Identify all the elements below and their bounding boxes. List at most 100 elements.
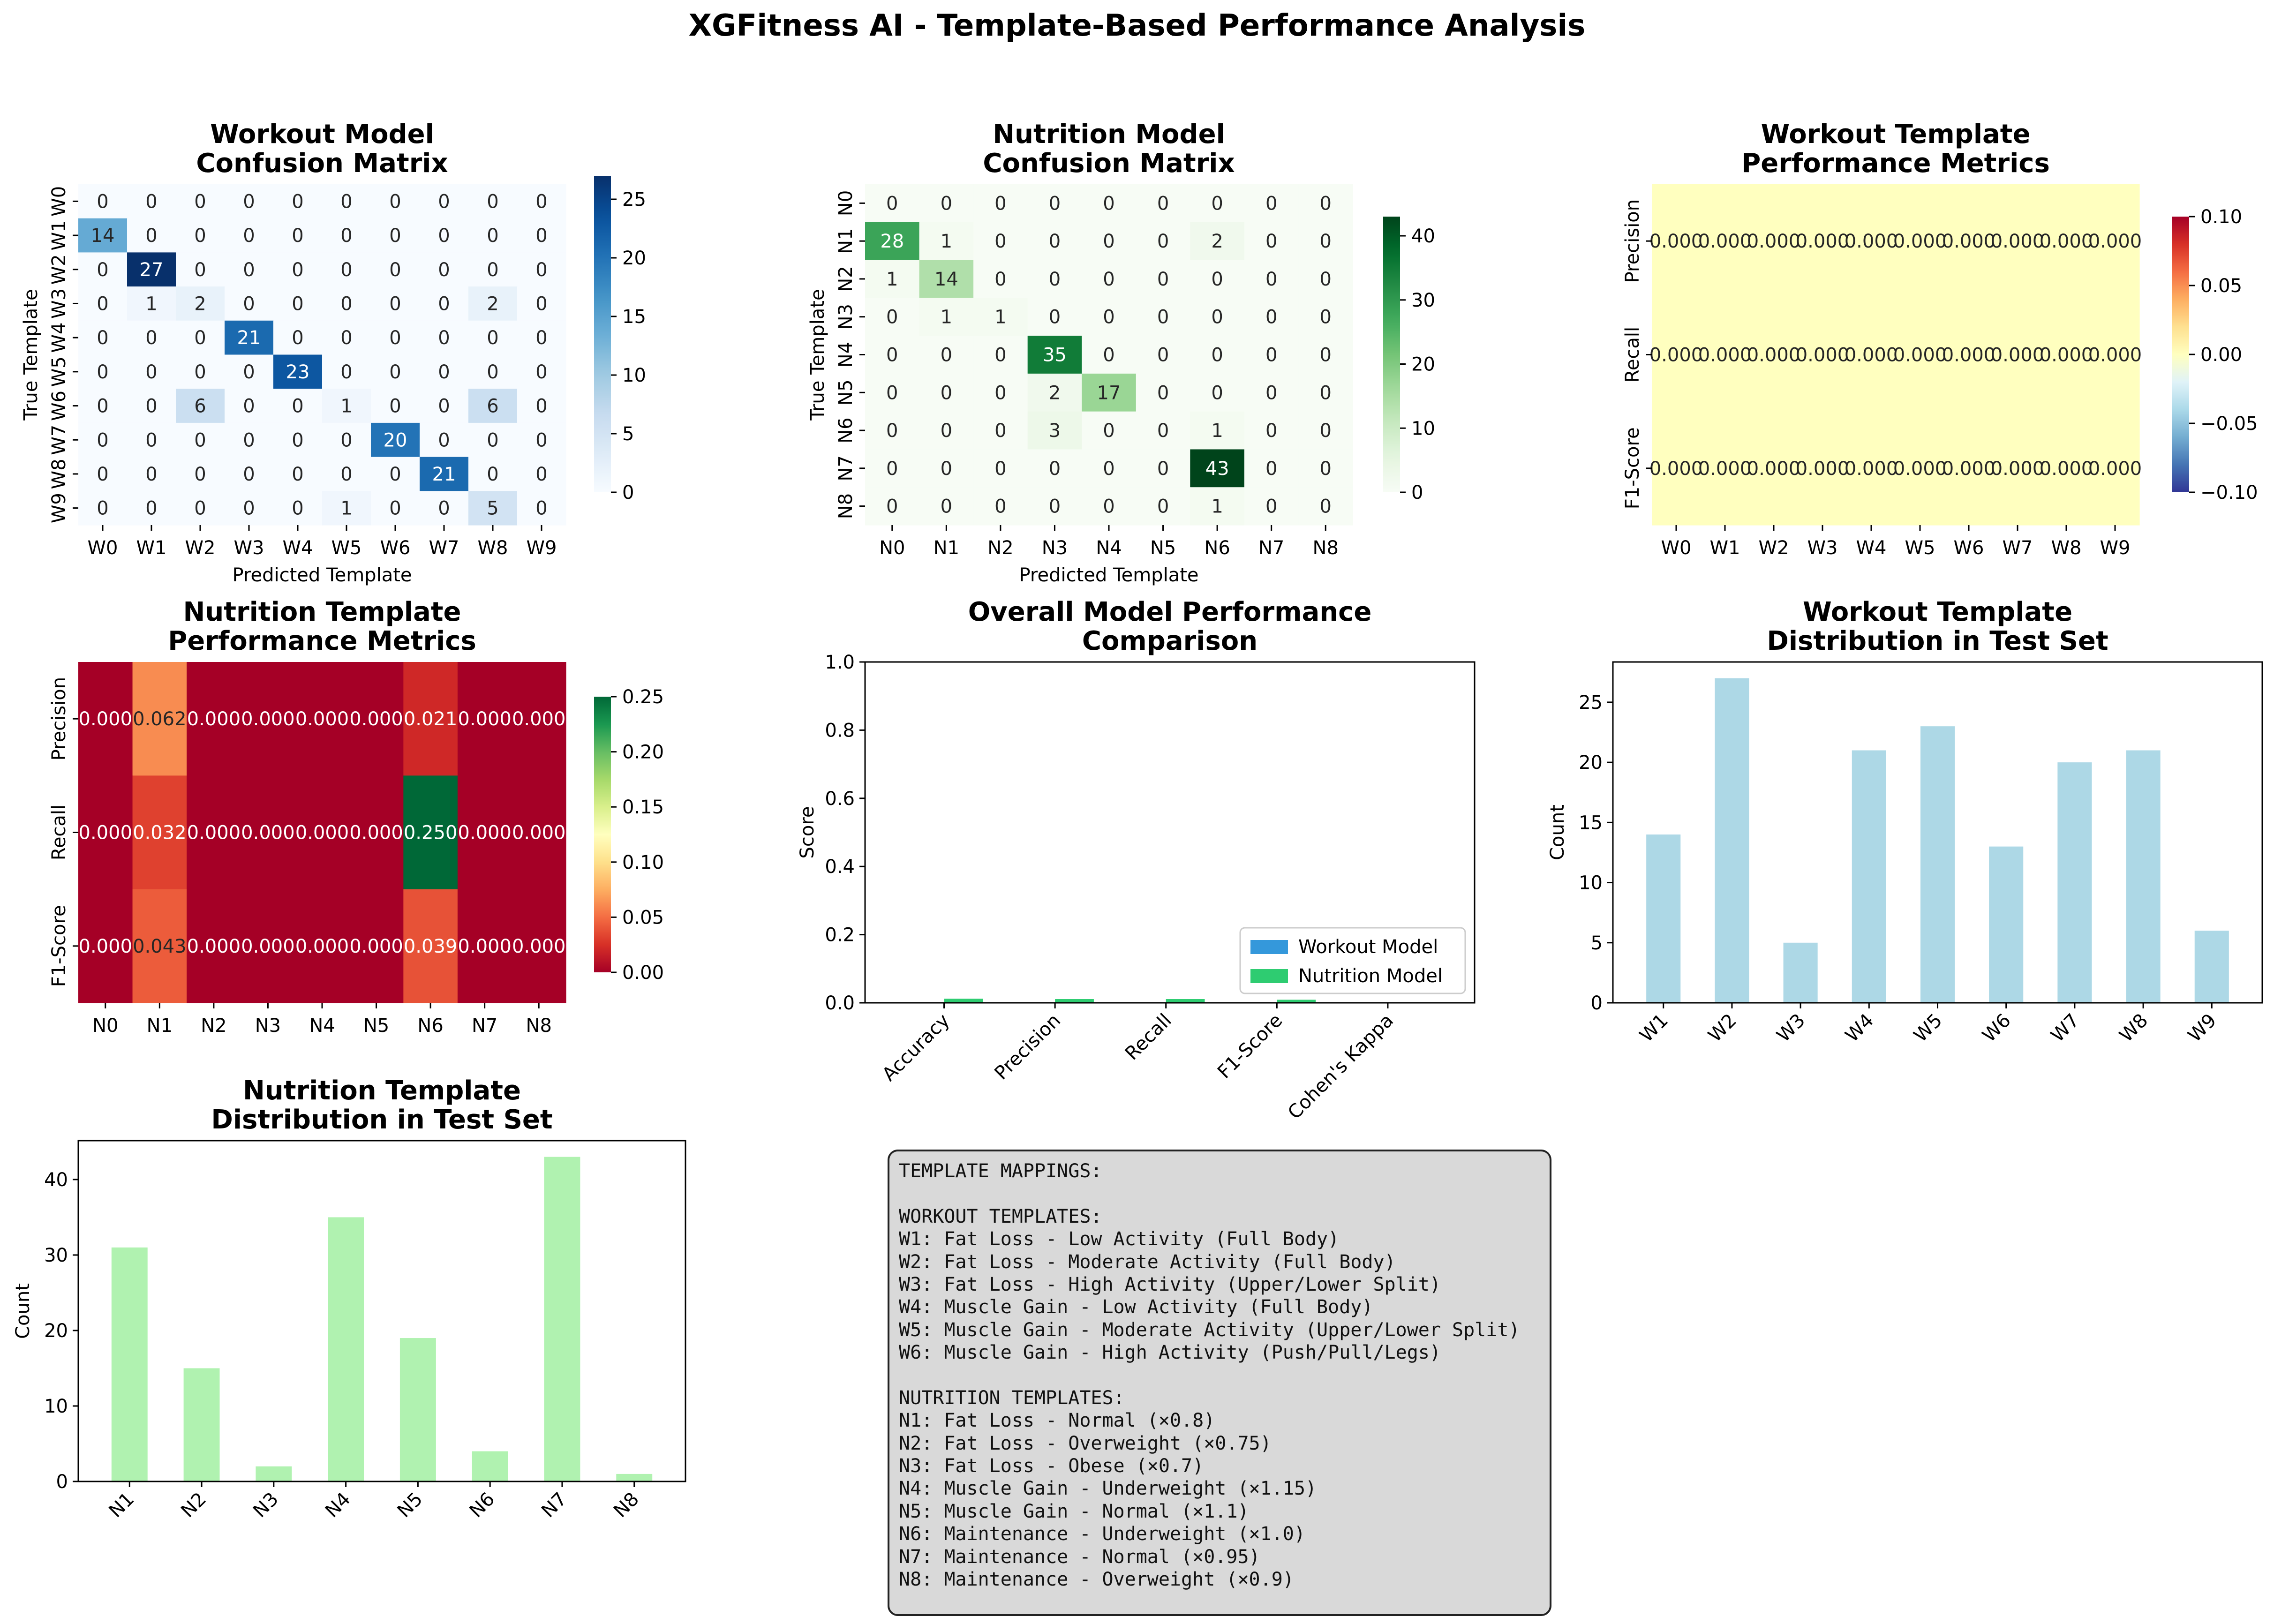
heatmap-cell xyxy=(517,389,566,423)
y-tick-label: W9 xyxy=(48,493,70,523)
colorbar-tick-label: 20 xyxy=(1411,354,1435,376)
mapping-line: TEMPLATE MAPPINGS: xyxy=(899,1160,1102,1182)
heatmap-cell xyxy=(1298,487,1353,526)
cell-annotation: 0 xyxy=(487,429,498,451)
heatmap-cell xyxy=(865,336,920,374)
x-tick-label: W3 xyxy=(234,537,264,559)
y-tick-label: N0 xyxy=(835,190,857,216)
cell-annotation: 0 xyxy=(1103,496,1114,518)
cell-annotation: 0 xyxy=(292,225,303,247)
heatmap-cell xyxy=(349,889,404,1003)
cell-annotation: 0 xyxy=(487,327,498,349)
heatmap-cell xyxy=(187,662,241,776)
mapping-line: N1: Fat Loss - Normal (×0.8) xyxy=(899,1410,1215,1432)
heatmap-cell xyxy=(1749,298,1799,412)
legend-swatch xyxy=(1250,969,1288,983)
mapping-line: W1: Fat Loss - Low Activity (Full Body) xyxy=(899,1228,1340,1250)
mapping-line: W2: Fat Loss - Moderate Activity (Full B… xyxy=(899,1251,1396,1273)
colorbar-tick-label: 15 xyxy=(622,306,646,328)
cell-annotation: 0 xyxy=(535,259,547,281)
cell-annotation: 0 xyxy=(941,193,952,214)
heatmap-cell xyxy=(371,491,420,526)
y-tick-label: W0 xyxy=(48,186,70,217)
heatmap-cell xyxy=(865,260,920,298)
heatmap-cell xyxy=(1027,336,1082,374)
cell-annotation: 0 xyxy=(194,429,206,451)
cell-annotation: 0.000 xyxy=(79,936,133,957)
heatmap-cell xyxy=(176,457,225,491)
cell-annotation: 0 xyxy=(340,464,352,485)
cell-annotation: 0 xyxy=(243,429,255,451)
cell-annotation: 0 xyxy=(1319,458,1331,480)
heatmap-cell xyxy=(371,422,420,458)
heatmap-cell xyxy=(517,286,566,321)
x-tick-label: N5 xyxy=(393,1489,427,1522)
heatmap-cell xyxy=(241,662,295,776)
heatmap-cell xyxy=(517,422,566,458)
x-tick-label: W7 xyxy=(2003,537,2033,559)
cell-annotation: 0 xyxy=(97,429,108,451)
heatmap-cell xyxy=(919,260,974,298)
cell-annotation: 0 xyxy=(243,361,255,383)
cell-annotation: 0 xyxy=(1157,269,1169,290)
mapping-line: W3: Fat Loss - High Activity (Upper/Lowe… xyxy=(899,1273,1441,1295)
heatmap-cell xyxy=(1298,336,1353,374)
heatmap-cell xyxy=(273,184,323,219)
cell-annotation: 0 xyxy=(97,498,108,519)
heatmap-cell xyxy=(176,184,225,219)
x-tick-label: W2 xyxy=(1704,1010,1740,1046)
heatmap-cell xyxy=(457,662,512,776)
cell-annotation: 0 xyxy=(438,498,450,519)
heatmap-cell xyxy=(1136,184,1190,223)
cell-annotation: 0 xyxy=(340,293,352,315)
heatmap-cell xyxy=(973,260,1028,298)
bar xyxy=(2126,750,2161,1003)
heatmap-cell xyxy=(225,389,274,423)
cell-annotation: 0.000 xyxy=(458,936,512,957)
cell-annotation: 0 xyxy=(886,345,898,366)
cell-annotation: 0 xyxy=(1049,458,1061,480)
colorbar-tick-label: 0.25 xyxy=(622,686,664,708)
heatmap-cell xyxy=(403,889,458,1003)
heatmap-cell xyxy=(517,252,566,287)
heatmap-cell xyxy=(225,184,274,219)
cell-annotation: 3 xyxy=(1049,420,1061,442)
cell-annotation: 0 xyxy=(1319,345,1331,366)
mapping-line: N8: Maintenance - Overweight (×0.9) xyxy=(899,1569,1294,1591)
heatmap-cell xyxy=(322,457,371,491)
cell-annotation: 0.000 xyxy=(1991,458,2045,480)
heatmap-cell xyxy=(420,422,469,458)
cell-annotation: 0 xyxy=(243,191,255,212)
heatmap-cell xyxy=(1190,260,1245,298)
cell-annotation: 0.000 xyxy=(79,708,133,730)
cell-annotation: 5 xyxy=(487,498,498,519)
bar xyxy=(616,1474,653,1481)
y-tick-label: 10 xyxy=(1579,872,1603,894)
cell-annotation: 0 xyxy=(535,225,547,247)
x-axis-label: Predicted Template xyxy=(232,564,412,586)
heatmap-cell xyxy=(127,422,176,458)
cell-annotation: 0 xyxy=(941,496,952,518)
cell-annotation: 0.000 xyxy=(295,936,349,957)
heatmap-cell xyxy=(371,252,420,287)
cell-annotation: 0 xyxy=(194,464,206,485)
workout-distribution-title-line: Distribution in Test Set xyxy=(1767,626,2108,656)
y-tick-label: Precision xyxy=(1622,199,1643,283)
cell-annotation: 0.000 xyxy=(1698,458,1752,480)
cell-annotation: 28 xyxy=(880,231,904,252)
cell-annotation: 0 xyxy=(1265,420,1277,442)
cell-annotation: 0.000 xyxy=(2040,345,2093,366)
heatmap-cell xyxy=(457,889,512,1003)
x-tick-label: N8 xyxy=(1313,537,1339,559)
heatmap-cell xyxy=(322,389,371,423)
y-tick-label: W2 xyxy=(48,254,70,285)
y-tick-label: N8 xyxy=(835,493,857,519)
cell-annotation: 0 xyxy=(487,225,498,247)
x-tick-label: N4 xyxy=(309,1015,335,1037)
cell-annotation: 0 xyxy=(438,293,450,315)
cell-annotation: 0 xyxy=(243,498,255,519)
heatmap-cell xyxy=(420,389,469,423)
cell-annotation: 0.000 xyxy=(349,936,403,957)
cell-annotation: 0 xyxy=(1049,496,1061,518)
cell-annotation: 0 xyxy=(941,345,952,366)
